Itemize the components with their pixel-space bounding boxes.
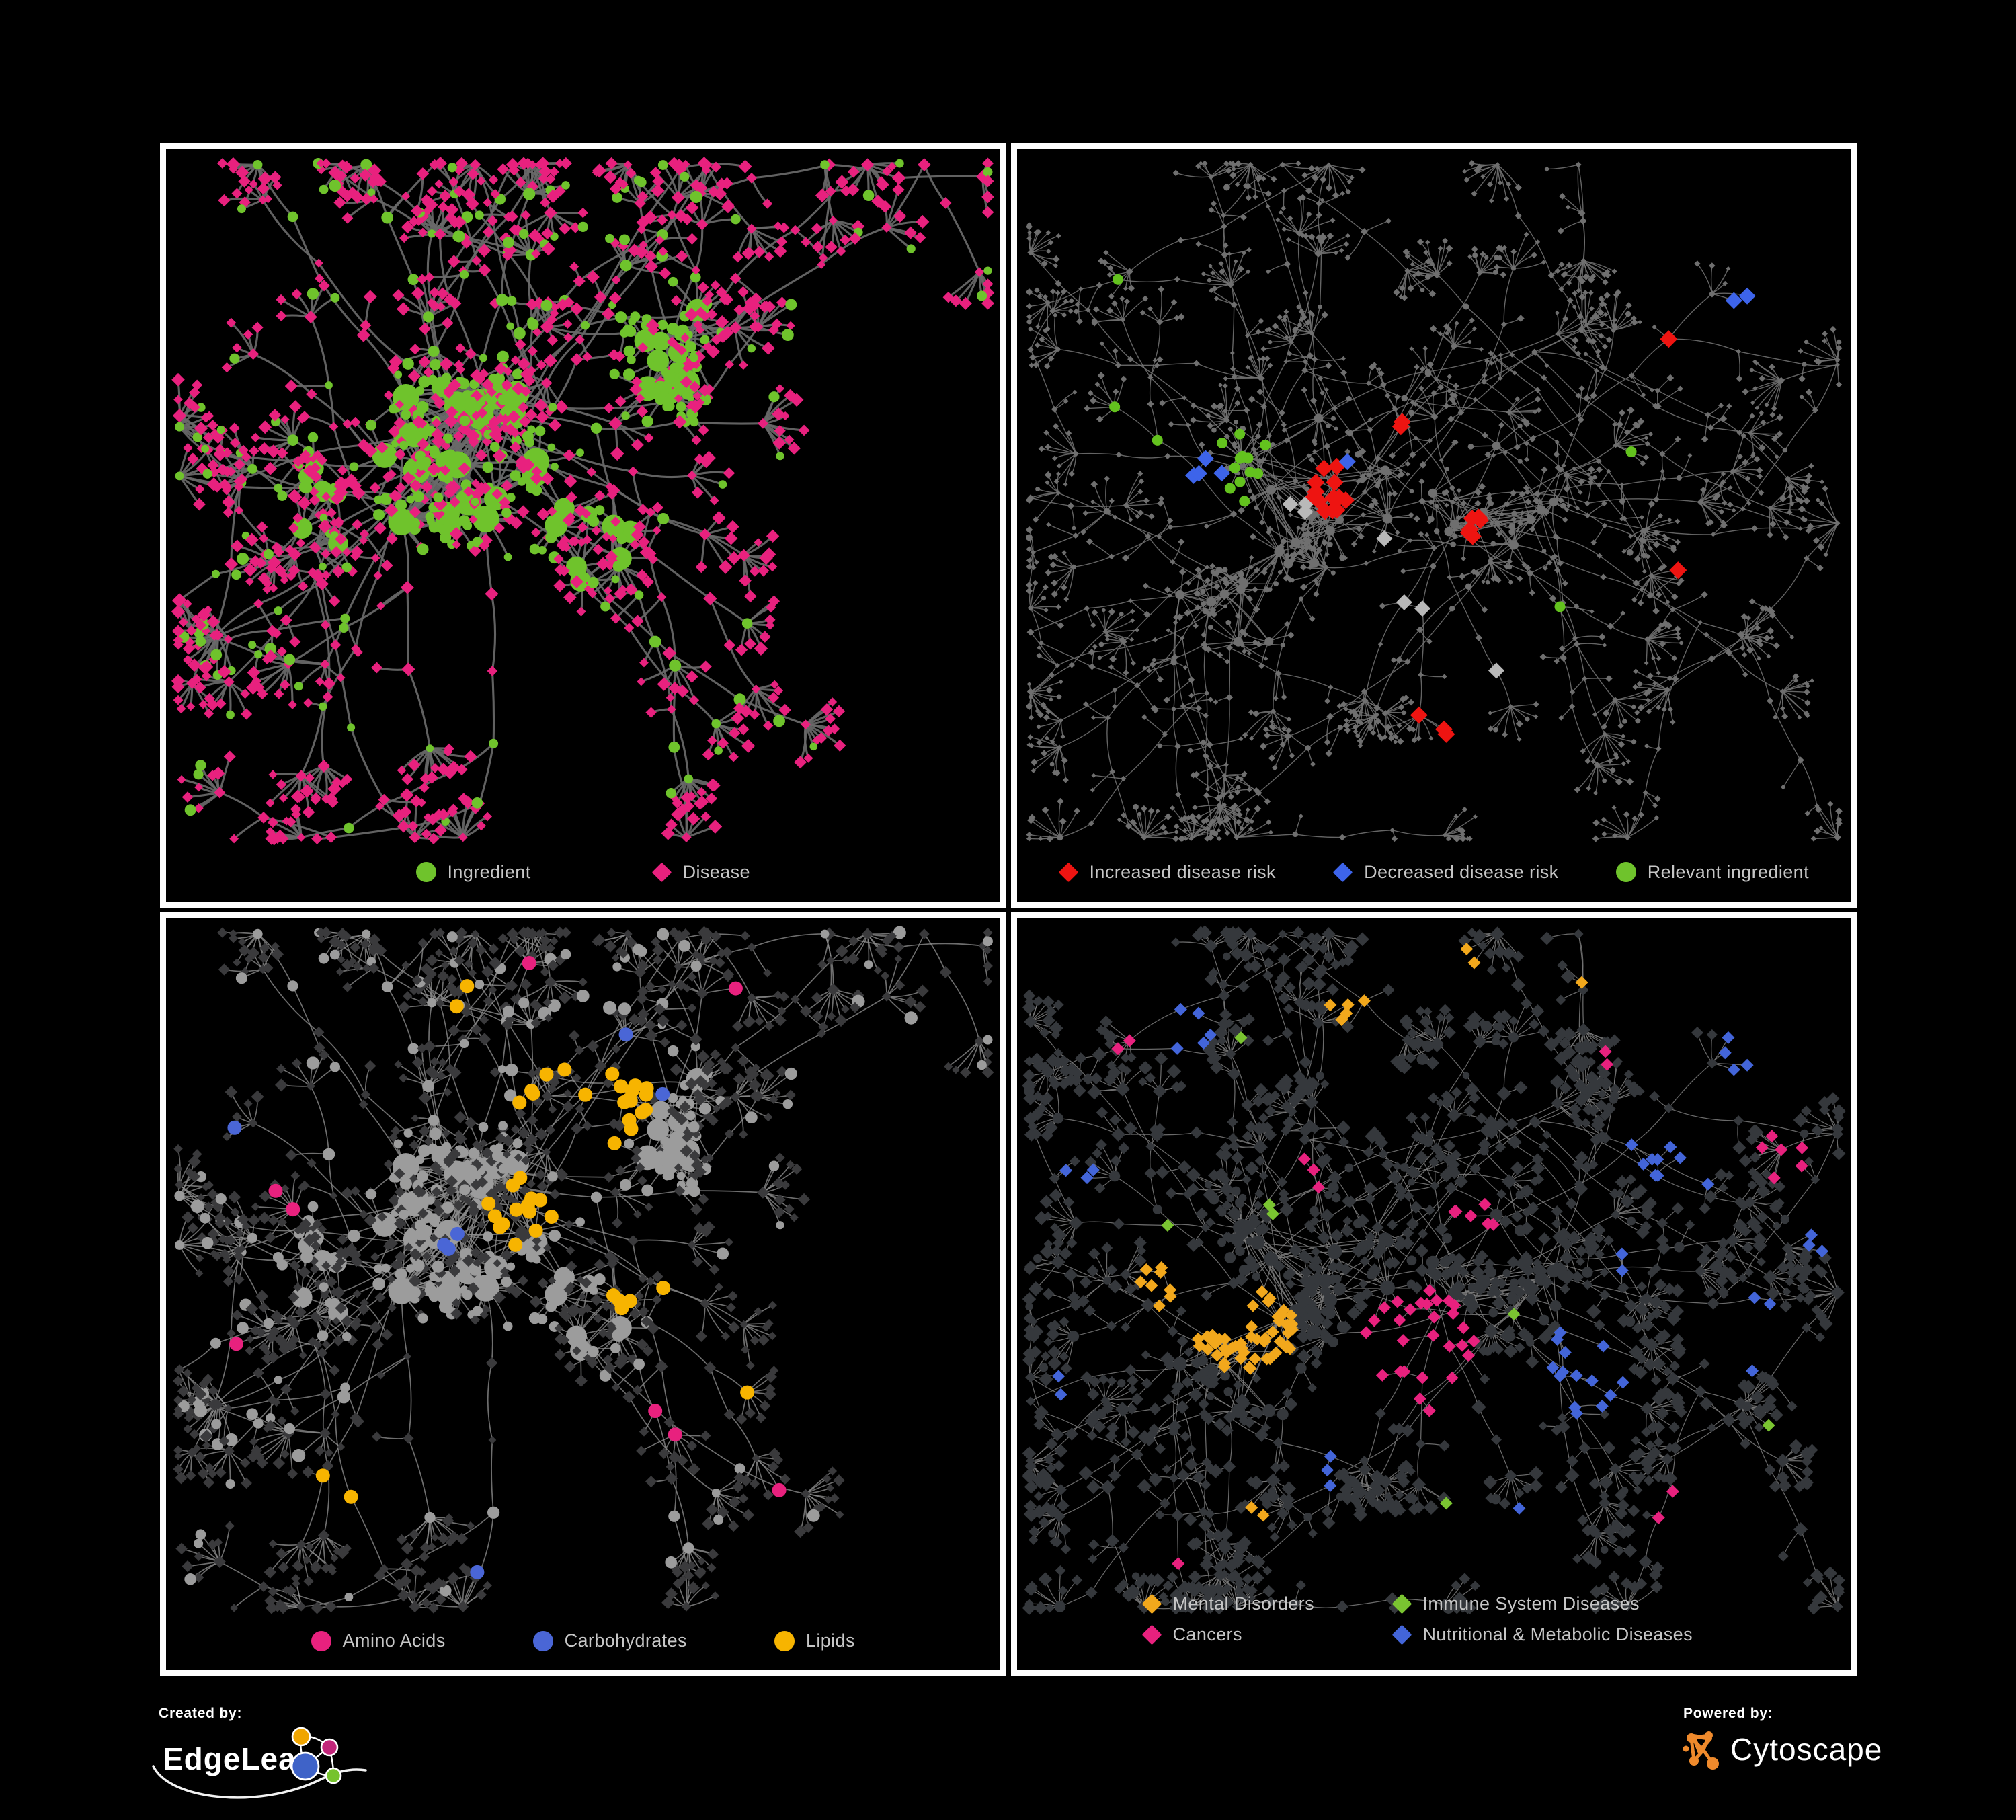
ingredient-disease-graph [171, 157, 995, 846]
panel4-legend: Mental Disorders Immune System Diseases … [1141, 1588, 1851, 1650]
legend-item-lipids: Lipids [774, 1630, 855, 1651]
legend-label: Ingredient [447, 861, 531, 882]
amino-acids-marker-icon [311, 1630, 331, 1651]
edgeleap-network-icon [290, 1727, 342, 1784]
legend-label: Nutritional & Metabolic Diseases [1422, 1624, 1693, 1645]
decreased-risk-marker-icon [1332, 862, 1353, 882]
edgeleap-swoosh-icon [152, 1765, 367, 1799]
ingredient-class-graph [173, 926, 994, 1614]
legend-label: Carbohydrates [564, 1630, 687, 1651]
nutritional-metabolic-marker-icon [1392, 1624, 1412, 1645]
legend-item-increased-risk: Increased disease risk [1058, 861, 1276, 883]
legend-label: Immune System Diseases [1422, 1593, 1640, 1614]
cytoscape-logo: Cytoscape [1683, 1729, 1966, 1770]
legend-item-carbohydrates: Carbohydrates [532, 1630, 687, 1651]
legend-item-amino-acids: Amino Acids [311, 1630, 446, 1651]
legend-label: Lipids [805, 1630, 855, 1651]
mental-disorders-marker-icon [1141, 1593, 1162, 1614]
legend-label: Disease [682, 861, 750, 882]
legend-item-mental-disorders: Mental Disorders [1141, 1593, 1392, 1614]
legend-label: Amino Acids [342, 1630, 446, 1651]
cytoscape-icon [1683, 1731, 1719, 1770]
disease-class-graph [1021, 924, 1846, 1615]
legend-label: Mental Disorders [1172, 1593, 1314, 1614]
panel-disease-classes: Mental Disorders Immune System Diseases … [1010, 912, 1857, 1676]
legend-item-disease: Disease [651, 861, 750, 883]
legend-item-relevant-ingredient: Relevant ingredient [1615, 861, 1809, 883]
legend-label: Relevant ingredient [1647, 861, 1809, 882]
cytoscape-wordmark: Cytoscape [1730, 1732, 1883, 1767]
disease-marker-icon [651, 862, 672, 882]
created-by-block: Created by: EdgeLeap [152, 1706, 414, 1807]
panel1-legend: Ingredient Disease [166, 862, 1000, 883]
panel-disease-risk: Increased disease risk Decreased disease… [1010, 143, 1857, 908]
relevant-ingredient-marker-icon [1615, 862, 1636, 882]
legend-label: Cancers [1172, 1624, 1242, 1645]
cancers-marker-icon [1141, 1624, 1162, 1645]
created-by-label: Created by: [159, 1706, 243, 1721]
legend-item-ingredient: Ingredient [415, 861, 531, 883]
edgeleap-wordmark: EdgeLeap [163, 1741, 316, 1776]
legend-item-nutritional-metabolic: Nutritional & Metabolic Diseases [1392, 1624, 1851, 1645]
legend-item-cancers: Cancers [1141, 1624, 1392, 1645]
edgeleap-logo: EdgeLeap [152, 1726, 414, 1800]
carbohydrates-marker-icon [532, 1630, 553, 1651]
powered-by-label: Powered by: [1683, 1706, 1773, 1721]
powered-by-block: Powered by: Cytoscape [1683, 1706, 1966, 1807]
panel-grid: Ingredient Disease Increased disease ris… [160, 143, 1857, 1676]
panel-ingredient-classes: Amino Acids Carbohydrates Lipids [160, 912, 1006, 1676]
lipids-marker-icon [774, 1630, 795, 1651]
legend-item-decreased-risk: Decreased disease risk [1332, 861, 1559, 883]
panel3-legend: Amino Acids Carbohydrates Lipids [166, 1630, 1000, 1651]
increased-risk-marker-icon [1058, 862, 1078, 882]
legend-label: Decreased disease risk [1364, 861, 1559, 882]
immune-diseases-marker-icon [1392, 1593, 1412, 1614]
panel-ingredient-disease: Ingredient Disease [160, 143, 1006, 908]
disease-risk-graph [1025, 160, 1843, 842]
legend-item-immune-diseases: Immune System Diseases [1392, 1593, 1851, 1614]
ingredient-marker-icon [415, 862, 436, 882]
legend-label: Increased disease risk [1089, 861, 1276, 882]
panel2-legend: Increased disease risk Decreased disease… [1017, 862, 1851, 883]
